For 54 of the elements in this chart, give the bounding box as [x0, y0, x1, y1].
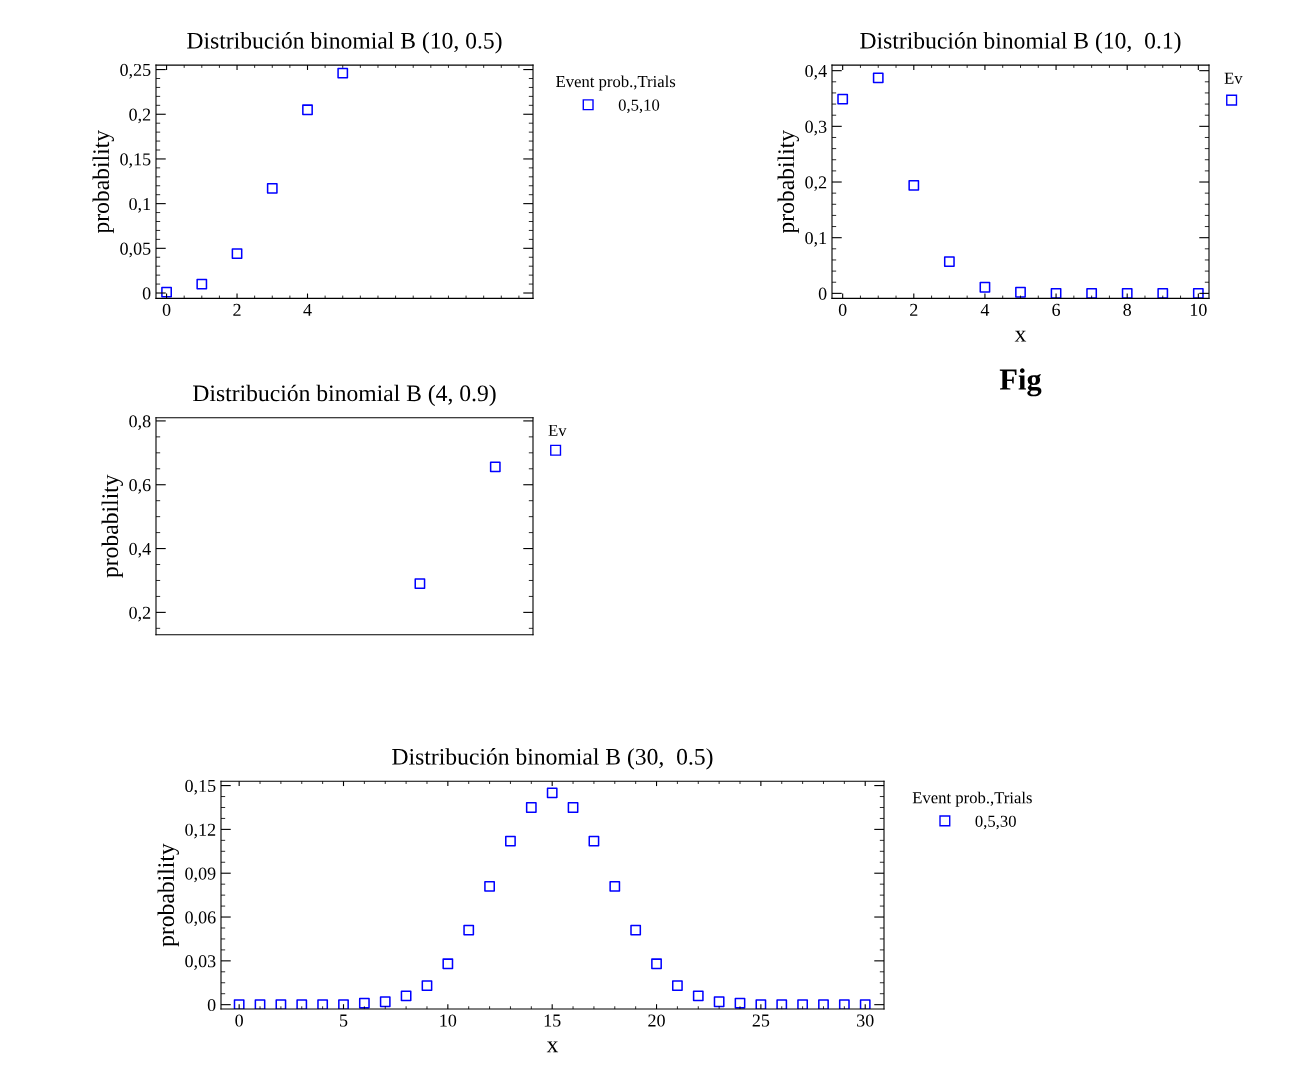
x-tick-label: 6: [1052, 303, 1061, 316]
chart-title: Distribución binomial B (10, 0.5): [187, 32, 502, 54]
x-tick-label: 25: [752, 1014, 770, 1027]
y-axis-title: probability: [777, 130, 800, 234]
y-tick-label: 0,1: [805, 231, 827, 247]
y-tick-label: 0,06: [185, 911, 216, 927]
x-tick-label: 8: [1123, 303, 1132, 316]
y-tick-label: 0,1: [129, 197, 151, 213]
x-tick-label: 0: [838, 303, 847, 316]
y-tick-label: 0,25: [120, 63, 151, 79]
x-tick-label: 0: [235, 1014, 243, 1027]
y-tick-label: 0,12: [185, 823, 216, 839]
y-tick-label: 0,2: [805, 176, 827, 192]
y-tick-label: 0,6: [129, 479, 151, 494]
y-tick-label: 0,05: [120, 242, 151, 258]
y-tick-label: 0: [207, 998, 216, 1012]
y-axis-title: probability: [92, 130, 114, 234]
x-axis-title: x: [546, 1041, 559, 1053]
x-tick-label: 2: [233, 303, 241, 316]
x-axis-title: x: [1014, 330, 1027, 342]
x-tick-label: 10: [440, 1014, 457, 1027]
y-tick-label: 0,4: [805, 64, 827, 80]
chart-title: Distribución binomial B (10, 0.1): [860, 32, 1181, 54]
x-tick-label: 30: [857, 1014, 874, 1027]
y-tick-label: 0: [142, 287, 151, 300]
legend-label: 0,5,10: [618, 99, 660, 114]
chart-title: Distribución binomial B (30, 0.5): [392, 748, 713, 770]
y-tick-label: 0,15: [120, 153, 151, 168]
x-tick-label: 2: [910, 303, 918, 316]
y-tick-label: 0: [818, 287, 827, 300]
y-axis-title: probability: [101, 474, 124, 578]
legend-title: Event prob.,Trials: [912, 791, 1032, 807]
chart-title: Distribución binomial B (4, 0.9): [193, 384, 496, 407]
y-tick-label: 0,2: [129, 606, 151, 622]
x-tick-label: 4: [980, 303, 990, 316]
x-tick-label: 4: [303, 303, 312, 316]
legend-title: Ev: [1224, 72, 1243, 84]
y-axis-title: probability: [157, 843, 179, 947]
x-tick-label: 15: [544, 1014, 561, 1027]
text: Fig: [999, 368, 1042, 397]
y-tick-label: 0,4: [129, 542, 151, 558]
y-tick-label: 0,09: [185, 867, 216, 883]
x-tick-label: 10: [1190, 303, 1207, 316]
legend-label: 0,5,30: [975, 815, 1016, 830]
y-tick-label: 0,2: [129, 108, 151, 124]
x-tick-label: 20: [648, 1014, 665, 1027]
y-tick-label: 0,3: [805, 120, 827, 136]
legend-title: Ev: [548, 424, 567, 436]
y-tick-label: 0,03: [185, 955, 216, 970]
y-tick-label: 0,8: [129, 415, 151, 430]
legend-title: Event prob.,Trials: [556, 75, 676, 91]
x-tick-label: 0: [162, 303, 171, 316]
y-tick-label: 0,15: [185, 779, 216, 795]
x-tick-label: 5: [340, 1014, 348, 1027]
